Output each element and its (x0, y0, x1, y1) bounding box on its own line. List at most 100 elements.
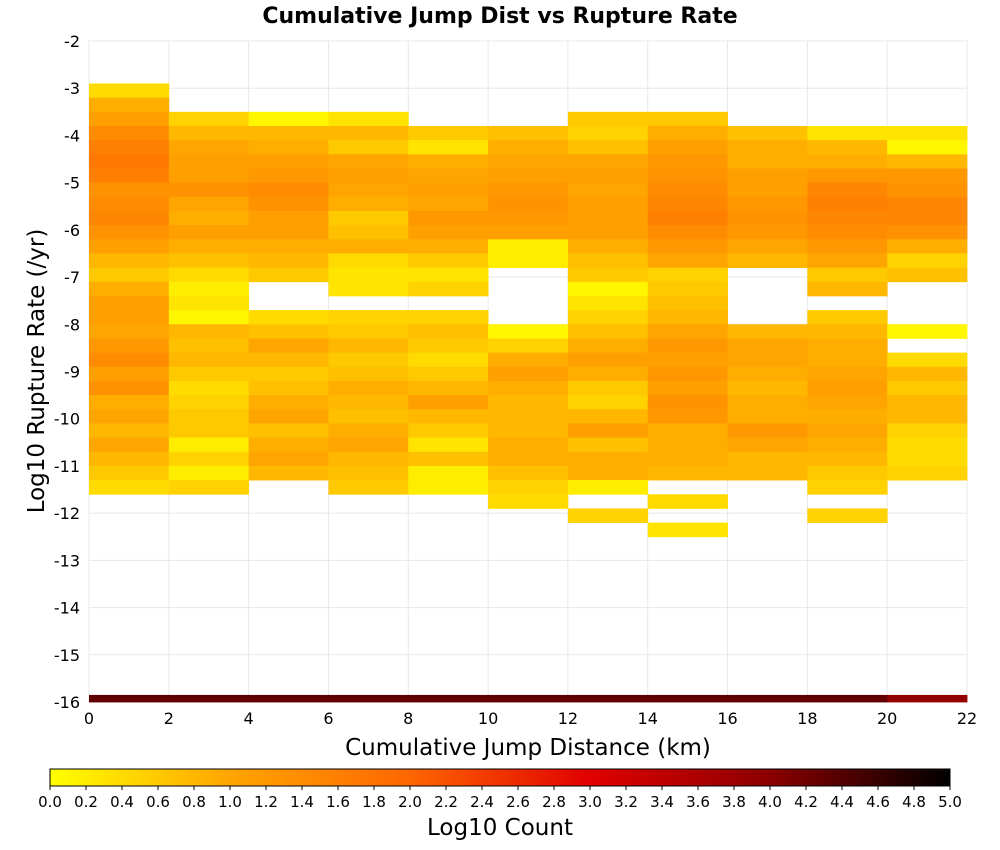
heatmap-cell (248, 140, 329, 155)
heatmap-cell (89, 140, 170, 155)
heatmap-cell (647, 380, 728, 396)
y-tick-label: -4 (64, 126, 80, 145)
heatmap-cell (168, 423, 250, 438)
colorbar-tick-label: 3.0 (578, 793, 602, 811)
heatmap-cell (408, 437, 489, 453)
heatmap-cell (408, 267, 489, 283)
heatmap-cell (248, 168, 329, 184)
heatmap-cell (727, 395, 808, 410)
heatmap-cell (168, 465, 250, 481)
heatmap-cell (727, 380, 808, 396)
heatmap-cell (168, 694, 250, 703)
heatmap-cell (89, 210, 170, 226)
heatmap-cell (488, 366, 569, 382)
colorbar-tick-label: 4.8 (902, 793, 926, 811)
heatmap-cell (328, 324, 409, 339)
heatmap-cell (807, 395, 888, 410)
heatmap-cell (488, 140, 569, 155)
heatmap-cell (727, 125, 808, 141)
heatmap-cell (408, 480, 489, 495)
heatmap-cell (89, 352, 170, 368)
heatmap-cell (647, 239, 728, 254)
heatmap-cell (647, 494, 728, 509)
heatmap-cell (408, 338, 489, 354)
heatmap-cell (488, 239, 569, 254)
heatmap-cell (807, 125, 888, 141)
heatmap-cell (727, 352, 808, 368)
x-tick-label: 2 (164, 709, 174, 728)
x-tick-label: 10 (478, 709, 498, 728)
heatmap-cell (168, 196, 250, 212)
heatmap-cell (488, 168, 569, 184)
heatmap-cell (807, 409, 888, 424)
heatmap-cell (248, 267, 329, 283)
heatmap-cell (328, 154, 409, 169)
heatmap-cell (89, 409, 170, 424)
heatmap-cell (328, 423, 409, 438)
heatmap-cell (248, 125, 329, 141)
heatmap-cell (647, 168, 728, 184)
heatmap-cell (89, 338, 170, 354)
heatmap-cell (567, 125, 649, 141)
heatmap-cell (807, 310, 888, 325)
heatmap-cell (887, 225, 968, 240)
heatmap-cell (89, 154, 170, 169)
heatmap-cell (727, 694, 808, 703)
heatmap-cell (567, 366, 649, 382)
colorbar-tick-label: 0.2 (74, 793, 98, 811)
heatmap-cell (248, 409, 329, 424)
heatmap-cell (408, 409, 489, 424)
heatmap-cell (807, 182, 888, 198)
heatmap-cell (168, 182, 250, 198)
heatmap-cell (408, 140, 489, 155)
heatmap-cell (488, 465, 569, 481)
heatmap-cell (328, 140, 409, 155)
heatmap-cell (567, 140, 649, 155)
heatmap-cell (807, 281, 888, 297)
y-tick-label: -5 (64, 174, 80, 193)
heatmap-cell (807, 154, 888, 169)
heatmap-cell (248, 437, 329, 453)
colorbar-tick-label: 4.4 (830, 793, 854, 811)
heatmap-cell (168, 210, 250, 226)
heatmap-cell (887, 409, 968, 424)
heatmap-cell (168, 352, 250, 368)
heatmap-cell (727, 210, 808, 226)
y-tick-label: -8 (64, 315, 80, 334)
heatmap-cell (488, 225, 569, 240)
heatmap-cell (408, 352, 489, 368)
heatmap-cell (248, 253, 329, 269)
heatmap-cell (328, 125, 409, 141)
heatmap-cell (807, 451, 888, 467)
heatmap-cell (168, 395, 250, 410)
heatmap-cell (89, 182, 170, 198)
heatmap-cell (488, 494, 569, 509)
heatmap-cell (328, 395, 409, 410)
heatmap-cell (488, 480, 569, 495)
heatmap-cell (807, 480, 888, 495)
heatmap-cell (887, 380, 968, 396)
heatmap-cell (248, 324, 329, 339)
colorbar-ticks: 0.0 0.2 0.4 0.6 0.8 1.0 1.2 1.4 1.6 1.8 2.0 2.2 2.4 2… (38, 786, 962, 811)
heatmap-cell (328, 281, 409, 297)
heatmap-cell (567, 281, 649, 297)
heatmap-cell (89, 437, 170, 453)
heatmap-cell (647, 196, 728, 212)
heatmap-cell (89, 111, 170, 127)
heatmap-cell (887, 366, 968, 382)
heatmap-cell (647, 310, 728, 325)
heatmap-cell (807, 380, 888, 396)
heatmap-cell (408, 694, 489, 703)
heatmap-cell (727, 465, 808, 481)
heatmap-cell (727, 253, 808, 269)
heatmap-cell (647, 182, 728, 198)
heatmap-cell (408, 324, 489, 339)
heatmap-cell (408, 182, 489, 198)
heatmap-cell (647, 694, 728, 703)
heatmap-cell (807, 465, 888, 481)
heatmap-cell (488, 380, 569, 396)
heatmap-cell (647, 465, 728, 481)
colorbar-tick-label: 2.0 (398, 793, 422, 811)
colorbar-tick-label: 3.8 (722, 793, 746, 811)
heatmap-cell (248, 225, 329, 240)
